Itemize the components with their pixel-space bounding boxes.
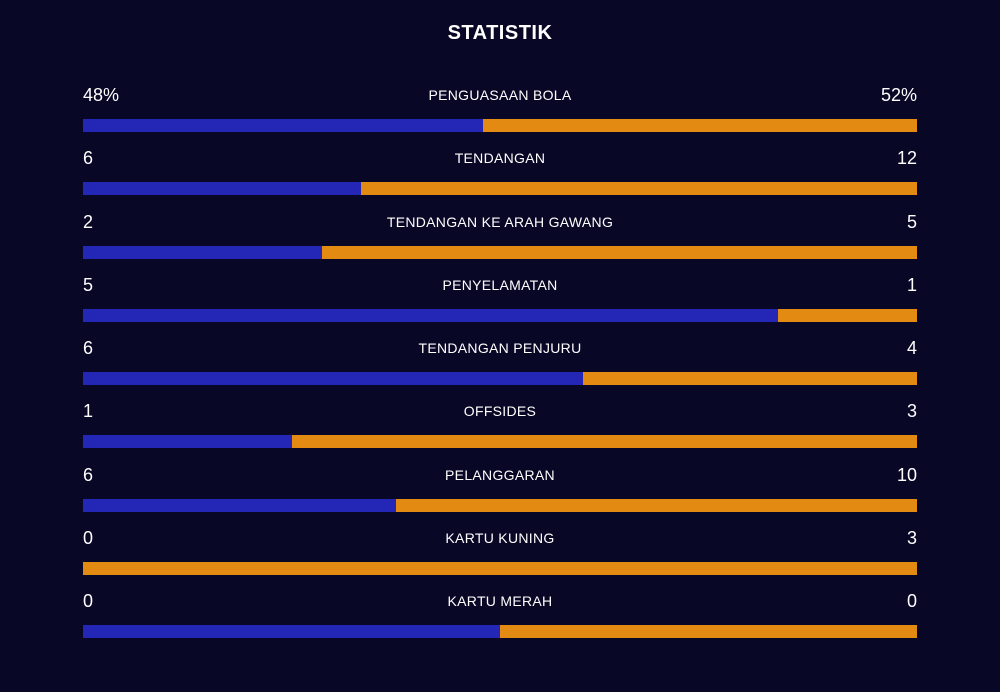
away-value: 0 (906, 591, 917, 612)
away-value: 3 (906, 401, 917, 422)
stat-row-saves: 5 PENYELAMATAN 1 (83, 272, 917, 335)
stat-label: TENDANGAN PENJURU (418, 340, 582, 357)
away-value: 1 (906, 274, 917, 295)
stat-row-fouls: 6 PELANGGARAN 10 (83, 462, 917, 525)
away-value: 5 (906, 211, 917, 232)
home-value: 6 (83, 148, 94, 169)
comparison-bar (83, 625, 917, 639)
stat-label: KARTU MERAH (447, 593, 553, 610)
home-value: 48% (83, 85, 120, 105)
home-value: 2 (83, 211, 94, 232)
stat-row-yellow-cards: 0 KARTU KUNING 3 (83, 525, 917, 588)
comparison-bar (83, 182, 917, 196)
stats-list: 48% PENGUASAAN BOLA 52% 6 TENDANGAN 12 2… (83, 82, 917, 652)
away-value: 52% (880, 85, 917, 105)
stat-label: PENGUASAAN BOLA (428, 87, 572, 103)
home-value: 5 (83, 274, 94, 295)
home-value: 6 (83, 464, 94, 485)
stat-label: KARTU KUNING (445, 530, 555, 547)
home-bar-fill (83, 182, 361, 196)
home-bar-fill (83, 625, 500, 639)
stat-row-offsides: 1 OFFSIDES 3 (83, 398, 917, 461)
away-value: 10 (896, 464, 917, 485)
stat-label: OFFSIDES (463, 403, 537, 420)
comparison-bar (83, 119, 917, 132)
stat-label: PELANGGARAN (445, 466, 555, 483)
home-bar-fill (83, 498, 396, 512)
home-value: 1 (83, 401, 94, 422)
stat-label: TENDANGAN (454, 150, 546, 167)
comparison-bar (83, 498, 917, 512)
comparison-bar (83, 562, 917, 576)
home-bar-fill (83, 372, 584, 386)
stat-label: PENYELAMATAN (442, 276, 558, 293)
stats-title: STATISTIK (447, 22, 553, 44)
stat-row-shots: 6 TENDANGAN 12 (83, 145, 917, 208)
away-value: 12 (896, 148, 917, 169)
home-bar-fill (83, 119, 484, 132)
home-bar-fill (83, 308, 778, 322)
stat-row-red-cards: 0 KARTU MERAH 0 (83, 588, 917, 651)
comparison-bar (83, 435, 917, 449)
stat-row-corners: 6 TENDANGAN PENJURU 4 (83, 335, 917, 398)
stat-label: TENDANGAN KE ARAH GAWANG (386, 213, 614, 230)
stat-row-shots-on-target: 2 TENDANGAN KE ARAH GAWANG 5 (83, 209, 917, 272)
comparison-bar (83, 245, 917, 259)
away-value: 3 (906, 528, 917, 549)
home-value: 0 (83, 528, 94, 549)
comparison-bar (83, 372, 917, 386)
home-value: 6 (83, 338, 94, 359)
stat-row-possession: 48% PENGUASAAN BOLA 52% (83, 82, 917, 145)
home-value: 0 (83, 591, 94, 612)
home-bar-fill (83, 245, 322, 259)
home-bar-fill (83, 435, 292, 449)
away-value: 4 (906, 338, 917, 359)
comparison-bar (83, 308, 917, 322)
